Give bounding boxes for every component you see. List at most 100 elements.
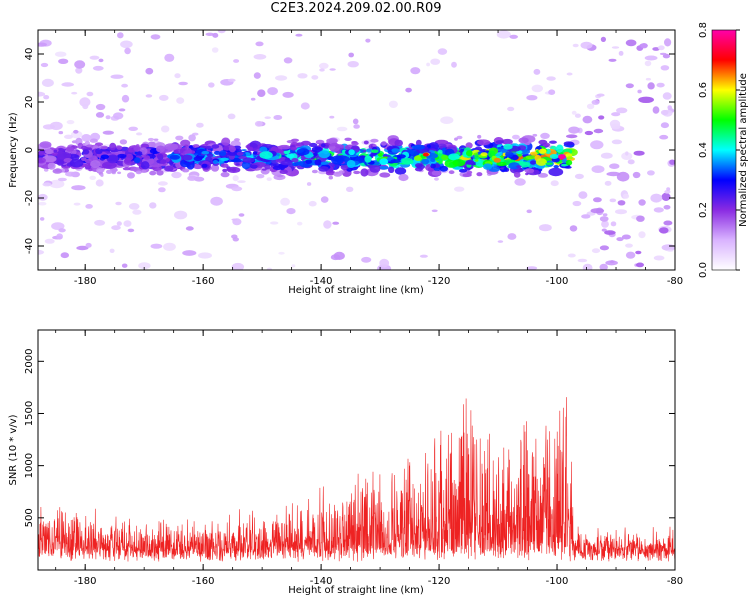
spectrogram-blob [56, 233, 63, 240]
snr-xtick-label: -180 [74, 576, 97, 587]
spectrogram-blob [549, 154, 559, 159]
spectrogram-blob [421, 158, 430, 165]
spectrogram-blob [625, 251, 636, 259]
spectrogram-blob [636, 262, 644, 268]
spectrogram-blob [581, 214, 591, 219]
spectrogram-blob [442, 147, 446, 153]
spectrogram-blob [652, 106, 660, 114]
spectrogram-blob [133, 146, 142, 152]
spectrogram-blob [606, 171, 621, 177]
spectrogram-blob [64, 134, 73, 139]
spectrogram-blob [336, 126, 348, 132]
spectrogram-blob [346, 186, 354, 192]
spectrogram-blob [637, 89, 642, 94]
spectrogram-blob [627, 159, 635, 165]
spectrogram-blob [555, 144, 564, 153]
spectrogram-blob [546, 76, 556, 81]
spectrogram-blob [57, 177, 67, 182]
spectrogram-blob [653, 255, 665, 261]
spectrogram-blob [636, 215, 645, 222]
spectrogram-blob [236, 151, 244, 156]
spectrogram-blob [58, 131, 64, 135]
spectrogram-blob [100, 154, 110, 160]
spectrogram-blob [279, 169, 288, 175]
spectrogram-blob [275, 75, 288, 81]
spectrogram-blob [540, 132, 550, 139]
spectrogram-blob [401, 157, 414, 165]
spectrogram-blob [163, 242, 176, 251]
spectrogram-blob [61, 82, 74, 87]
spectrogram-blob [430, 157, 436, 163]
spectrogram-blob [353, 124, 360, 129]
spectrogram-blob [255, 41, 264, 47]
spectrogram-blob [609, 198, 617, 203]
spectrogram-blob [599, 263, 608, 270]
spectrogram-blob [353, 170, 361, 175]
snr-ytick-label: 1000 [24, 453, 35, 478]
spectrogram-blob [567, 253, 576, 258]
snr-ytick-label: 500 [24, 508, 35, 527]
spectrogram-blob [617, 200, 626, 206]
spectrogram-blob [226, 151, 239, 156]
spectrogram-blob [644, 55, 658, 61]
spectrogram-blob [252, 147, 263, 152]
spectrogram-xtick-label: -120 [428, 276, 451, 287]
spectrogram-blob [441, 154, 449, 161]
spectrogram-blob [645, 77, 652, 81]
spectrogram-blob [493, 157, 501, 163]
spectrogram-blob [319, 68, 325, 72]
spectrogram-blob [89, 55, 100, 60]
spectrogram-blob [161, 125, 170, 133]
spectrogram-blob [311, 146, 323, 153]
spectrogram-blob [311, 169, 318, 174]
spectrogram-blob [128, 126, 138, 131]
spectrogram-blob [495, 140, 504, 144]
spectrogram-blob [193, 156, 203, 162]
spectrogram-blob [653, 207, 664, 213]
spectrogram-blob [92, 65, 104, 71]
spectrogram-blob [220, 163, 229, 168]
spectrogram-blob [278, 163, 286, 171]
spectrogram-blob [625, 39, 637, 47]
spectrogram-blob [147, 137, 155, 142]
spectrogram-blob [663, 205, 671, 210]
snr-ytick-label: 2000 [24, 349, 35, 374]
spectrogram-blob [44, 149, 54, 155]
spectrogram-blob [174, 73, 181, 79]
spectrogram-blob [182, 250, 197, 256]
spectrogram-blob [505, 151, 514, 158]
spectrogram-blob [574, 113, 581, 118]
spectrogram-blob [290, 146, 297, 151]
spectrogram-blob [259, 146, 268, 153]
spectrogram-blob [219, 150, 227, 157]
colorbar-label: Normalized spectral amplitude [738, 73, 749, 227]
spectrogram-blob [347, 60, 359, 68]
spectrogram-blob [175, 161, 182, 169]
spectrogram-blob [566, 72, 573, 76]
spectrogram-blob [410, 67, 421, 75]
spectrogram-blob [143, 155, 151, 160]
spectrogram-blob [318, 166, 329, 172]
spectrogram-blob [291, 264, 296, 268]
spectrogram-blob [580, 41, 593, 49]
spectrogram-blob [533, 68, 541, 75]
spectrogram-blob [193, 176, 205, 182]
spectrogram-blob [81, 157, 87, 162]
spectrogram-blob [124, 47, 131, 55]
spectrogram-blob [38, 91, 46, 97]
spectrogram-blob [232, 218, 242, 226]
spectrogram-blob [96, 168, 105, 173]
spectrogram-blob [264, 164, 271, 170]
spectrogram-blob [58, 58, 69, 64]
spectrogram-blob [572, 200, 582, 207]
spectrogram-blob [121, 263, 128, 268]
spectrogram-blob [49, 179, 65, 189]
spectrogram-blob [348, 149, 355, 156]
spectrogram-blob [164, 165, 174, 172]
spectrogram-blob [188, 134, 196, 142]
spectrogram-blob [532, 133, 538, 137]
spectrogram-blob [454, 186, 465, 192]
spectrogram-blob [118, 108, 126, 112]
spectrogram-blob [439, 165, 449, 172]
snr-xtick-label: -140 [310, 576, 333, 587]
